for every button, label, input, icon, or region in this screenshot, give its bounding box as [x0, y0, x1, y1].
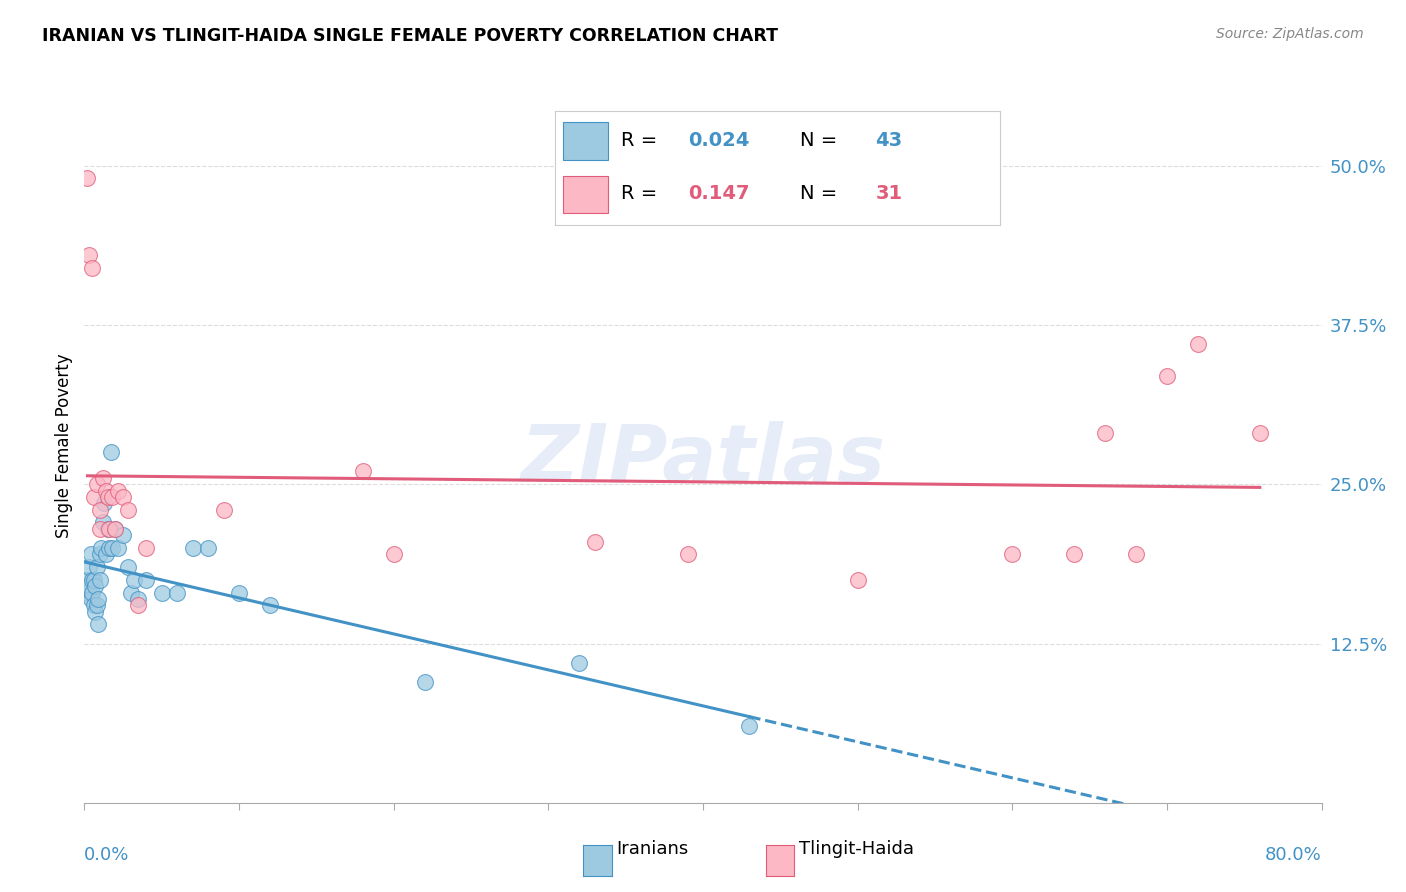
Text: 0.024: 0.024	[688, 131, 749, 150]
Point	[104, 522, 127, 536]
Text: 80.0%: 80.0%	[1265, 846, 1322, 863]
Text: N =: N =	[800, 131, 837, 150]
Point	[166, 585, 188, 599]
Point	[94, 547, 117, 561]
Point	[79, 591, 101, 606]
Point	[91, 471, 114, 485]
Point	[87, 591, 110, 606]
Point	[122, 573, 145, 587]
Point	[89, 547, 111, 561]
Point	[77, 248, 100, 262]
Point	[83, 490, 105, 504]
Point	[583, 534, 606, 549]
Text: Source: ZipAtlas.com: Source: ZipAtlas.com	[1216, 27, 1364, 41]
Point	[259, 599, 281, 613]
Point	[352, 465, 374, 479]
Point	[77, 579, 100, 593]
Point	[1187, 337, 1209, 351]
Point	[1063, 547, 1085, 561]
Point	[86, 560, 108, 574]
Point	[107, 483, 129, 498]
Point	[76, 171, 98, 186]
Point	[1249, 426, 1271, 441]
Point	[86, 477, 108, 491]
Point	[846, 573, 869, 587]
Point	[79, 547, 101, 561]
Point	[228, 585, 250, 599]
Point	[96, 522, 118, 536]
Point	[89, 573, 111, 587]
Text: ZIPatlas: ZIPatlas	[520, 421, 886, 500]
Point	[107, 541, 129, 555]
Point	[197, 541, 219, 555]
Point	[413, 674, 436, 689]
Point	[104, 522, 127, 536]
Point	[212, 502, 235, 516]
Point	[112, 490, 135, 504]
Point	[738, 719, 761, 733]
Point	[127, 599, 149, 613]
Point	[82, 260, 104, 275]
Bar	[564, 176, 607, 213]
Point	[117, 502, 139, 516]
Point	[100, 445, 122, 459]
Text: N =: N =	[800, 185, 837, 203]
Point	[84, 605, 107, 619]
Text: Tlingit-Haida: Tlingit-Haida	[799, 840, 914, 858]
Point	[76, 585, 98, 599]
Point	[150, 585, 173, 599]
Point	[83, 573, 105, 587]
Point	[82, 585, 104, 599]
Point	[89, 502, 111, 516]
Point	[84, 579, 107, 593]
Point	[83, 599, 105, 613]
Text: R =: R =	[621, 131, 658, 150]
Point	[1094, 426, 1116, 441]
Point	[1156, 368, 1178, 383]
Point	[89, 522, 111, 536]
Text: Iranians: Iranians	[616, 840, 688, 858]
Text: IRANIAN VS TLINGIT-HAIDA SINGLE FEMALE POVERTY CORRELATION CHART: IRANIAN VS TLINGIT-HAIDA SINGLE FEMALE P…	[42, 27, 778, 45]
Point	[91, 516, 114, 530]
Point	[127, 591, 149, 606]
Point	[112, 528, 135, 542]
Y-axis label: Single Female Poverty: Single Female Poverty	[55, 354, 73, 538]
Text: 43: 43	[875, 131, 903, 150]
Point	[86, 599, 108, 613]
Point	[93, 496, 115, 510]
Point	[96, 490, 118, 504]
Point	[101, 490, 124, 504]
Point	[90, 541, 112, 555]
Point	[94, 483, 117, 498]
Point	[568, 656, 591, 670]
Text: R =: R =	[621, 185, 658, 203]
Point	[181, 541, 204, 555]
Point	[82, 573, 104, 587]
Point	[75, 573, 97, 587]
Bar	[564, 122, 607, 160]
Point	[120, 585, 142, 599]
Text: 31: 31	[875, 185, 903, 203]
Point	[101, 541, 124, 555]
Point	[1001, 547, 1024, 561]
Point	[117, 560, 139, 574]
Point	[135, 541, 157, 555]
Point	[98, 522, 121, 536]
Text: 0.0%: 0.0%	[84, 846, 129, 863]
Point	[382, 547, 405, 561]
Point	[87, 617, 110, 632]
Text: 0.147: 0.147	[688, 185, 749, 203]
Point	[98, 541, 121, 555]
Point	[676, 547, 699, 561]
Point	[77, 560, 100, 574]
Point	[135, 573, 157, 587]
Point	[1125, 547, 1147, 561]
